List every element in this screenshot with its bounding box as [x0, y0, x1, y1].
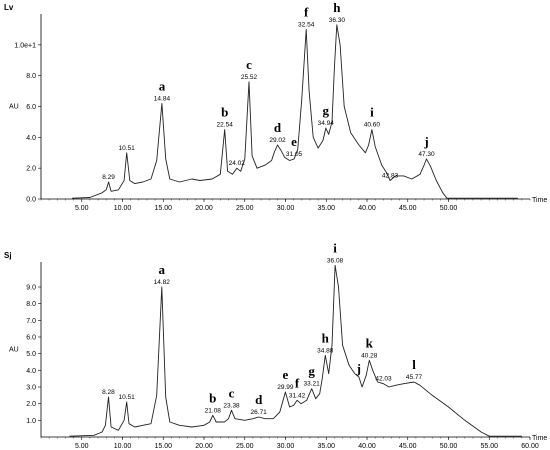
x-tick-label: 50.00	[440, 443, 458, 450]
x-tick-label: 55.00	[480, 443, 498, 450]
peak-rt-label: 32.54	[298, 21, 315, 28]
peak-rt-label: 40.28	[361, 352, 378, 359]
x-axis-label: Time	[532, 197, 547, 204]
peak-rt-label: 40.60	[364, 122, 381, 129]
peak-rt-label: 33.21	[304, 381, 321, 388]
peak-letter-label: d	[255, 392, 263, 407]
y-tick-label: 7.0	[26, 318, 36, 325]
y-tick-label: 3.0	[26, 385, 36, 392]
peak-rt-label: 24.02	[229, 160, 246, 167]
peak-letter-label: j	[356, 361, 361, 376]
peak-rt-label: 47.30	[418, 151, 435, 158]
peak-letter-label: k	[366, 335, 374, 350]
peak-rt-label: 31.42	[289, 392, 306, 399]
x-tick-label: 25.00	[236, 205, 254, 212]
peak-rt-label: 29.99	[277, 384, 294, 391]
peak-rt-label: 42.83	[382, 173, 399, 180]
peak-rt-label: 8.28	[102, 389, 115, 396]
peak-letter-label: a	[159, 78, 166, 93]
peak-rt-label: 14.84	[154, 95, 171, 102]
y-tick-label: 6.0	[26, 335, 36, 342]
peak-rt-label: 45.77	[406, 374, 423, 381]
x-tick-label: 45.00	[399, 443, 417, 450]
peak-rt-label: 34.88	[317, 347, 334, 354]
peak-letter-label: b	[221, 105, 228, 120]
x-tick-label: 50.00	[440, 205, 458, 212]
y-tick-label: 0.0	[26, 197, 36, 204]
x-tick-label: 45.00	[399, 205, 417, 212]
peak-letter-label: a	[159, 262, 166, 277]
x-tick-label: 15.00	[154, 443, 172, 450]
peak-letter-label: i	[370, 105, 374, 120]
y-tick-label: 4.0	[26, 135, 36, 142]
x-tick-label: 5.00	[75, 205, 89, 212]
peak-rt-label: 29.02	[269, 137, 286, 144]
peak-rt-label: 22.54	[217, 122, 234, 129]
y-tick-label: 6.0	[26, 104, 36, 111]
x-tick-label: 35.00	[317, 443, 335, 450]
y-tick-label: 1.0e+1	[14, 42, 36, 49]
x-tick-label: 40.00	[358, 205, 376, 212]
peak-letter-label: i	[333, 240, 337, 255]
x-tick-label: 25.00	[236, 443, 254, 450]
y-tick-label: 9.0	[26, 285, 36, 292]
y-tick-label: 8.0	[26, 73, 36, 80]
x-axis-label: Time	[532, 435, 547, 442]
y-tick-label: 8.0	[26, 301, 36, 308]
x-tick-label: 35.00	[317, 205, 335, 212]
chromatogram-trace	[71, 24, 518, 199]
x-tick-label: 40.00	[358, 443, 376, 450]
peak-letter-label: e	[283, 367, 289, 382]
x-tick-label: 10.00	[114, 443, 132, 450]
panel-label: Lv	[4, 3, 14, 12]
peak-letter-label: l	[412, 357, 416, 372]
x-tick-label: 30.00	[277, 443, 295, 450]
x-tick-label: 20.00	[195, 205, 213, 212]
peak-rt-label: 36.30	[329, 17, 346, 24]
peak-rt-label: 14.82	[154, 279, 171, 286]
panel-sj: Sj 5.00 10.00 15.00 20.00 25.00 30.00 35.00 40.0…	[4, 240, 547, 450]
y-tick-label: 1.0	[26, 418, 36, 425]
peak-rt-label: 36.08	[327, 257, 344, 264]
peak-rt-label: 25.52	[241, 74, 258, 81]
panel-lv: Lv 5.00 10.00 15.00 20.00 25.00 30.00 35.00 40.0…	[4, 0, 547, 212]
peak-rt-label: 26.71	[251, 409, 268, 416]
peak-letter-label: f	[295, 375, 300, 390]
peak-letter-label: j	[423, 134, 428, 149]
y-tick-label: 2.0	[26, 401, 36, 408]
peak-letter-label: h	[322, 330, 330, 345]
y-tick-label: 4.0	[26, 368, 36, 375]
peak-letter-label: h	[333, 0, 341, 15]
peak-letter-label: c	[229, 385, 235, 400]
chromatogram-trace	[69, 264, 522, 437]
peak-letter-label: g	[308, 364, 315, 379]
x-tick-label: 30.00	[277, 205, 295, 212]
y-axis-label: AU	[9, 104, 19, 111]
peak-rt-label: 10.51	[119, 394, 136, 401]
panel-label: Sj	[4, 251, 12, 260]
x-tick-label: 15.00	[154, 205, 172, 212]
peak-letter-label: b	[209, 390, 216, 405]
x-tick-label: 5.00	[75, 443, 89, 450]
peak-rt-label: 42.03	[375, 376, 392, 383]
x-tick-label: 60.00	[521, 443, 539, 450]
peak-letter-label: e	[291, 134, 297, 149]
peak-rt-label: 34.94	[318, 120, 335, 127]
peak-rt-label: 10.51	[119, 145, 136, 152]
y-axis-label: AU	[9, 347, 19, 354]
peak-rt-label: 8.29	[102, 174, 115, 181]
peak-rt-label: 31.05	[286, 151, 303, 158]
peak-rt-label: 21.08	[205, 407, 222, 414]
peak-letter-label: c	[246, 57, 252, 72]
peak-rt-label: 23.38	[223, 402, 240, 409]
x-tick-label: 20.00	[195, 443, 213, 450]
y-tick-label: 5.0	[26, 351, 36, 358]
peak-letter-label: d	[274, 120, 282, 135]
y-tick-label: 2.0	[26, 166, 36, 173]
peak-letter-label: g	[323, 103, 330, 118]
x-tick-label: 10.00	[114, 205, 132, 212]
peak-letter-label: f	[304, 4, 309, 19]
